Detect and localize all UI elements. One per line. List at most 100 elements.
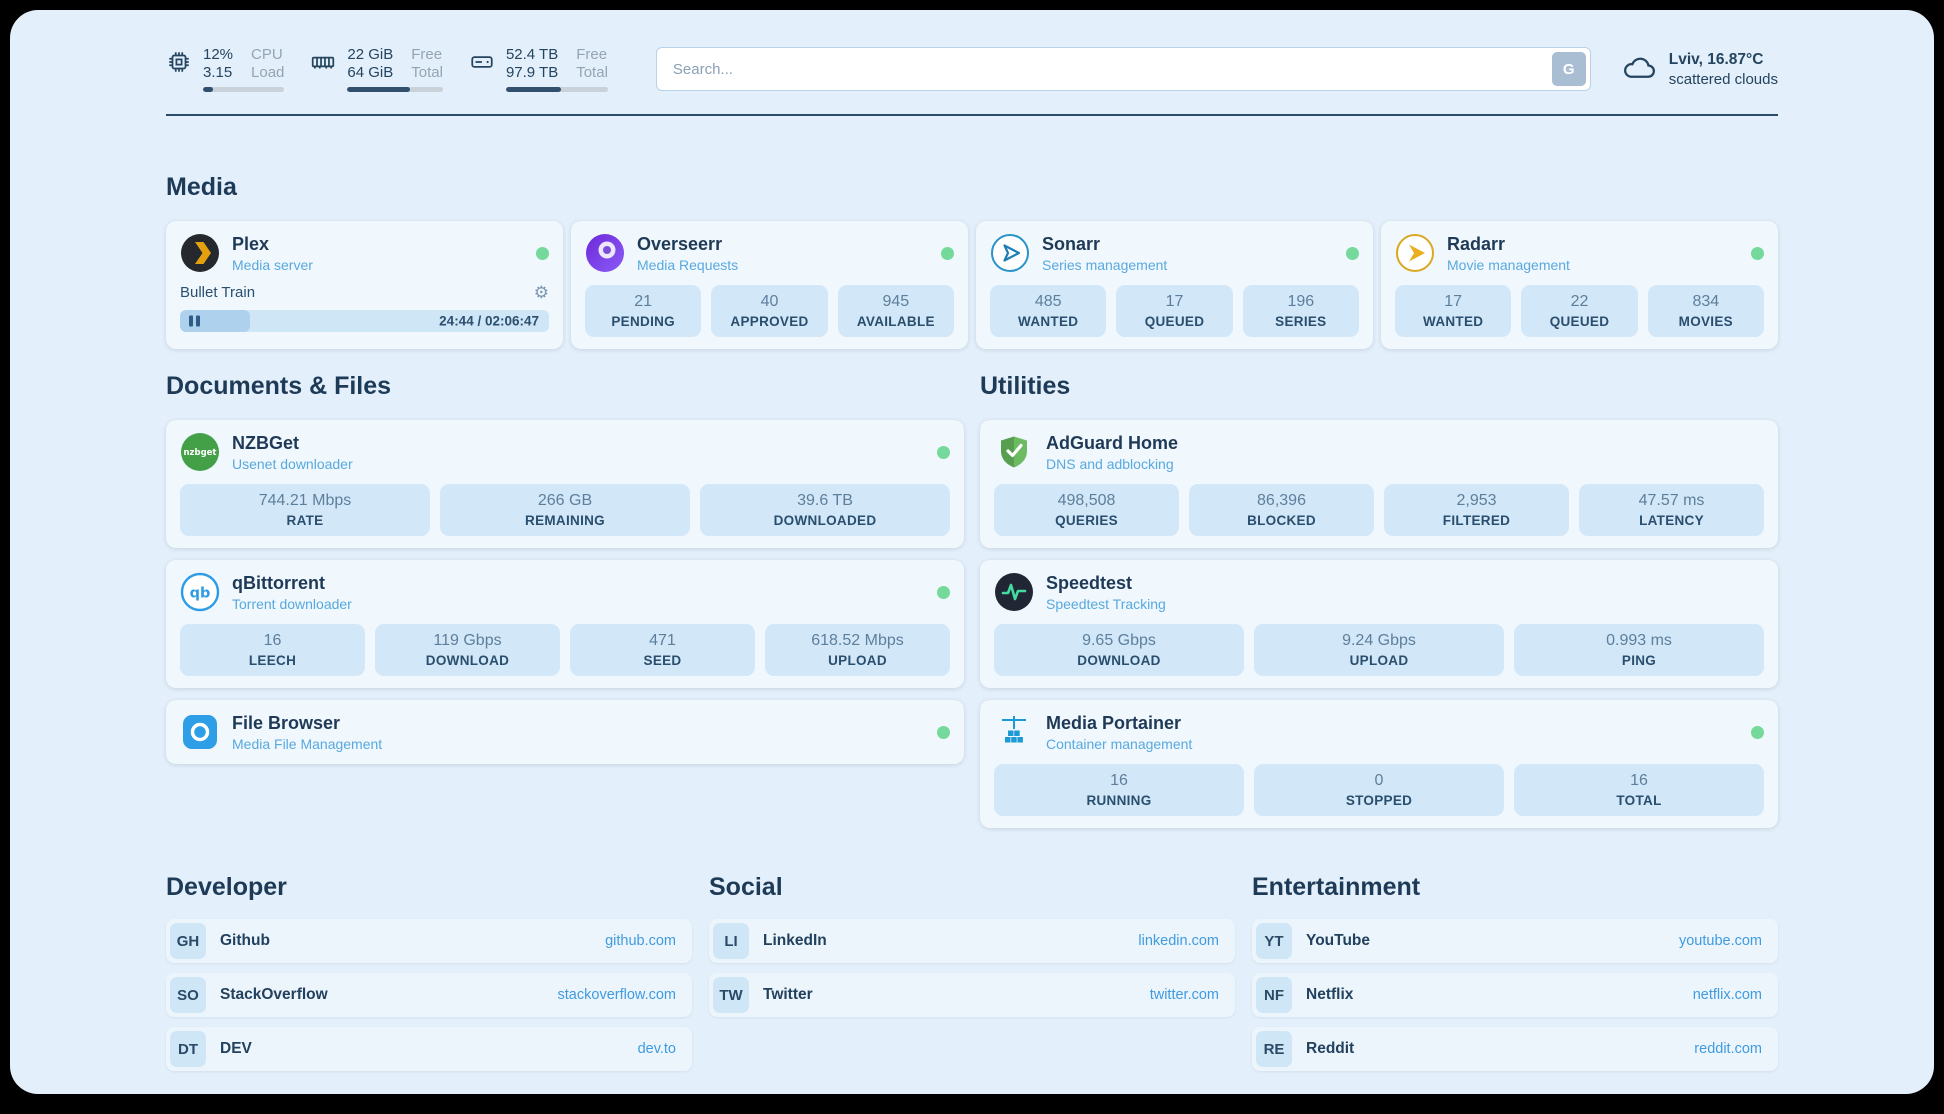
stat-label: QUEUED xyxy=(1144,314,1205,329)
speedtest-icon xyxy=(994,572,1034,612)
stat-value: 21 xyxy=(634,293,653,310)
section-title-documents: Documents & Files xyxy=(166,372,392,400)
playback-progress-bar[interactable]: 24:44 / 02:06:47 xyxy=(180,310,549,332)
stat-label: DOWNLOAD xyxy=(1077,653,1161,668)
bookmark-youtube[interactable]: YT YouTube youtube.com xyxy=(1252,919,1778,963)
bookmark-url[interactable]: reddit.com xyxy=(1694,1041,1762,1057)
bookmark-abbr: NF xyxy=(1256,977,1292,1013)
service-subtitle: Movie management xyxy=(1447,256,1570,273)
bookmark-stackoverflow[interactable]: SO StackOverflow stackoverflow.com xyxy=(166,973,692,1017)
bookmark-name: StackOverflow xyxy=(220,986,328,1003)
bookmark-url[interactable]: twitter.com xyxy=(1149,987,1219,1003)
service-card-filebrowser[interactable]: File Browser Media File Management xyxy=(166,700,964,764)
top-bar: 12% CPU 3.15 Load 22 GiB xyxy=(166,40,1778,98)
dashboard-window: 12% CPU 3.15 Load 22 GiB xyxy=(10,10,1934,1094)
stat-value: 9.24 Gbps xyxy=(1342,632,1416,649)
bookmark-twitter[interactable]: TW Twitter twitter.com xyxy=(709,973,1235,1017)
qbittorrent-icon: qb xyxy=(180,572,220,612)
stat-label: LEECH xyxy=(248,653,297,668)
stat-tile-filtered: 2,953 FILTERED xyxy=(1384,484,1569,536)
bookmark-name: Github xyxy=(220,932,270,949)
stat-value: 22 xyxy=(1570,293,1589,310)
service-card-overseerr[interactable]: Overseerr Media Requests 21 PENDING 40 A… xyxy=(571,221,968,349)
service-card-adguard[interactable]: AdGuard Home DNS and adblocking 498,508 … xyxy=(980,420,1778,548)
bookmark-name: Reddit xyxy=(1306,1040,1355,1057)
cloud-icon xyxy=(1621,49,1657,90)
stat-value: 744.21 Mbps xyxy=(258,492,352,509)
service-card-radarr[interactable]: Radarr Movie management 17 WANTED 22 QUE… xyxy=(1381,221,1778,349)
svg-text:nzbget: nzbget xyxy=(184,448,217,458)
weather-widget: Lviv, 16.87°C scattered clouds xyxy=(1621,49,1778,90)
stat-value: 945 xyxy=(882,293,910,310)
bookmark-url[interactable]: youtube.com xyxy=(1678,933,1762,949)
stat-label: APPROVED xyxy=(730,314,809,329)
service-card-speedtest[interactable]: Speedtest Speedtest Tracking 9.65 Gbps D… xyxy=(980,560,1778,688)
bookmark-linkedin[interactable]: LI LinkedIn linkedin.com xyxy=(709,919,1235,963)
section-title-social: Social xyxy=(709,873,783,901)
bookmark-url[interactable]: dev.to xyxy=(637,1041,676,1057)
stat-value: 47.57 ms xyxy=(1638,492,1705,509)
stat-tile-wanted: 485 WANTED xyxy=(990,285,1107,337)
stat-label: WANTED xyxy=(1018,314,1079,329)
cpu-usage-value: 12% xyxy=(203,46,234,63)
bookmark-url[interactable]: github.com xyxy=(605,933,676,949)
stat-tile-downloaded: 39.6 TB DOWNLOADED xyxy=(700,484,950,536)
bookmark-reddit[interactable]: RE Reddit reddit.com xyxy=(1252,1027,1778,1071)
stat-label: QUERIES xyxy=(1055,513,1118,528)
radarr-icon xyxy=(1395,233,1435,273)
memory-progress-bar xyxy=(347,87,443,92)
overseerr-icon xyxy=(585,233,625,273)
stat-tile-seed: 471 SEED xyxy=(570,624,755,676)
section-title-media: Media xyxy=(166,173,237,201)
service-card-portainer[interactable]: Media Portainer Container management 16 … xyxy=(980,700,1778,828)
header-divider xyxy=(166,114,1778,116)
bookmark-url[interactable]: linkedin.com xyxy=(1138,933,1219,949)
stat-tile-pending: 21 PENDING xyxy=(585,285,702,337)
service-card-qbittorrent[interactable]: qb qBittorrent Torrent downloader 16 LEE… xyxy=(166,560,964,688)
stat-value: 39.6 TB xyxy=(797,492,853,509)
bookmark-url[interactable]: netflix.com xyxy=(1692,987,1762,1003)
filebrowser-icon xyxy=(180,712,220,752)
memory-total-label: Total xyxy=(411,64,443,81)
stat-label: MOVIES xyxy=(1678,314,1733,329)
service-card-sonarr[interactable]: Sonarr Series management 485 WANTED 17 Q… xyxy=(976,221,1373,349)
stat-tile-series: 196 SERIES xyxy=(1242,285,1359,337)
pause-icon[interactable] xyxy=(189,315,200,327)
cpu-load-value: 3.15 xyxy=(203,64,233,81)
bookmark-netflix[interactable]: NF Netflix netflix.com xyxy=(1252,973,1778,1017)
search-input[interactable] xyxy=(655,47,1591,91)
cpu-load-label: Load xyxy=(251,64,285,81)
bookmark-dev[interactable]: DT DEV dev.to xyxy=(166,1027,692,1071)
stat-tile-queued: 17 QUEUED xyxy=(1116,285,1233,337)
stat-label: SERIES xyxy=(1275,314,1327,329)
status-online-dot xyxy=(937,585,950,599)
section-title-developer: Developer xyxy=(166,873,287,901)
bookmark-url[interactable]: stackoverflow.com xyxy=(557,987,676,1003)
service-subtitle: Media Requests xyxy=(637,256,739,273)
storage-free-value: 52.4 TB xyxy=(505,46,559,63)
stat-label: BLOCKED xyxy=(1247,513,1316,528)
service-name: qBittorrent xyxy=(232,572,325,593)
service-card-nzbget[interactable]: nzbget NZBGet Usenet downloader 744.21 M… xyxy=(166,420,964,548)
service-subtitle: Usenet downloader xyxy=(232,455,353,472)
stat-label: WANTED xyxy=(1423,314,1484,329)
service-card-plex[interactable]: Plex Media server Bullet Train ⚙ 24:44 /… xyxy=(166,221,563,349)
status-online-dot xyxy=(536,246,549,260)
bookmark-github[interactable]: GH Github github.com xyxy=(166,919,692,963)
stat-tile-running: 16 RUNNING xyxy=(994,764,1244,816)
weather-location: Lviv, 16.87°C xyxy=(1668,50,1764,68)
plex-icon xyxy=(180,233,220,273)
settings-gear-icon[interactable]: ⚙ xyxy=(533,283,549,302)
service-subtitle: DNS and adblocking xyxy=(1046,455,1174,472)
stat-value: 485 xyxy=(1034,293,1062,310)
bookmark-abbr: SO xyxy=(170,977,206,1013)
status-online-dot xyxy=(937,445,950,459)
section-documents: Documents & Files nzbget NZBGet Usenet d… xyxy=(166,371,964,828)
memory-total-value: 64 GiB xyxy=(347,64,394,81)
cpu-label: CPU xyxy=(251,46,283,63)
stat-tile-ping: 0.993 ms PING xyxy=(1514,624,1764,676)
search-engine-button[interactable]: G xyxy=(1551,52,1586,86)
bookmark-group-developer: Developer GH Github github.com SO StackO… xyxy=(166,872,692,1081)
stat-value: 471 xyxy=(649,632,676,649)
service-name: NZBGet xyxy=(232,432,299,453)
